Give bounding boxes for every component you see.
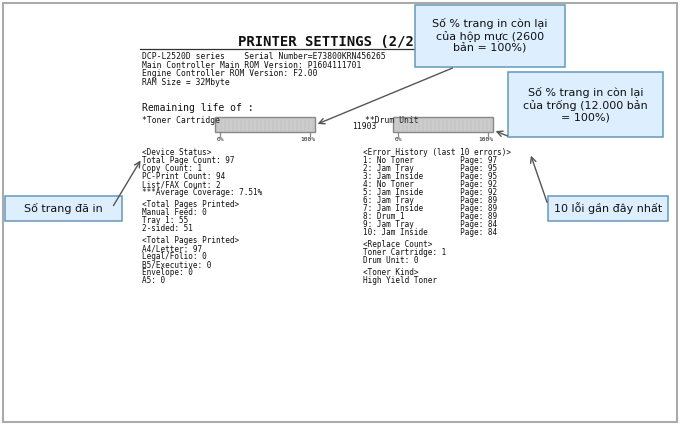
Text: 0%: 0% bbox=[395, 137, 403, 142]
Text: <Replace Count>: <Replace Count> bbox=[363, 240, 432, 249]
Text: Toner Cartridge: 1: Toner Cartridge: 1 bbox=[363, 248, 446, 257]
Text: Copy Count: 1: Copy Count: 1 bbox=[142, 164, 202, 173]
Text: Remaining life of :: Remaining life of : bbox=[142, 103, 254, 113]
Text: 10 lỗi gần đây nhất: 10 lỗi gần đây nhất bbox=[554, 203, 662, 215]
Text: ***Average Coverage: 7.51%: ***Average Coverage: 7.51% bbox=[142, 188, 262, 197]
Text: PRINTER SETTINGS (2/2): PRINTER SETTINGS (2/2) bbox=[238, 35, 422, 49]
Text: 6: Jam Tray          Page: 89: 6: Jam Tray Page: 89 bbox=[363, 196, 497, 205]
Text: <Toner Kind>: <Toner Kind> bbox=[363, 268, 418, 277]
Text: Số trang đã in: Số trang đã in bbox=[24, 203, 103, 214]
FancyBboxPatch shape bbox=[548, 196, 668, 221]
FancyBboxPatch shape bbox=[508, 72, 663, 137]
Text: 7: Jam Inside        Page: 89: 7: Jam Inside Page: 89 bbox=[363, 204, 497, 213]
Text: **Drum Unit: **Drum Unit bbox=[365, 116, 419, 125]
Text: High Yield Toner: High Yield Toner bbox=[363, 276, 437, 285]
Text: 10: Jam Inside       Page: 84: 10: Jam Inside Page: 84 bbox=[363, 228, 497, 237]
Text: Số % trang in còn lại
của trống (12.000 bản
= 100%): Số % trang in còn lại của trống (12.000 … bbox=[523, 87, 648, 122]
Text: Total Page Count: 97: Total Page Count: 97 bbox=[142, 156, 235, 165]
FancyBboxPatch shape bbox=[415, 5, 565, 67]
Text: Envelope: 0: Envelope: 0 bbox=[142, 268, 193, 277]
FancyBboxPatch shape bbox=[393, 117, 493, 132]
Text: <Error History (last 10 errors)>: <Error History (last 10 errors)> bbox=[363, 148, 511, 157]
Text: <Total Pages Printed>: <Total Pages Printed> bbox=[142, 236, 239, 245]
Text: 1: No Toner          Page: 97: 1: No Toner Page: 97 bbox=[363, 156, 497, 165]
Text: 2: Jam Tray          Page: 95: 2: Jam Tray Page: 95 bbox=[363, 164, 497, 173]
Text: <Device Status>: <Device Status> bbox=[142, 148, 211, 157]
Text: 3: Jam Inside        Page: 95: 3: Jam Inside Page: 95 bbox=[363, 172, 497, 181]
Text: Main Controller Main ROM Version: P1604111701: Main Controller Main ROM Version: P16041… bbox=[142, 60, 361, 70]
Text: 100%: 100% bbox=[478, 137, 493, 142]
Text: Engine Controller ROM Version: F2.00: Engine Controller ROM Version: F2.00 bbox=[142, 69, 318, 78]
Text: *Toner Cartridge: *Toner Cartridge bbox=[142, 116, 220, 125]
Text: 4: No Toner          Page: 92: 4: No Toner Page: 92 bbox=[363, 180, 497, 189]
Text: DCP-L2520D series    Serial Number=E73800KRN456265: DCP-L2520D series Serial Number=E73800KR… bbox=[142, 52, 386, 61]
Text: Drum Unit: 0: Drum Unit: 0 bbox=[363, 256, 418, 265]
Text: Tray 1: 55: Tray 1: 55 bbox=[142, 216, 188, 225]
Text: Số % trang in còn lại
của hộp mực (2600
bản = 100%): Số % trang in còn lại của hộp mực (2600 … bbox=[432, 18, 548, 54]
Text: A5: 0: A5: 0 bbox=[142, 276, 165, 285]
FancyBboxPatch shape bbox=[215, 117, 315, 132]
Text: 2-sided: 51: 2-sided: 51 bbox=[142, 224, 193, 233]
Text: 5: Jam Inside        Page: 92: 5: Jam Inside Page: 92 bbox=[363, 188, 497, 197]
Text: RAM Size = 32Mbyte: RAM Size = 32Mbyte bbox=[142, 77, 230, 87]
Text: B5/Executive: 0: B5/Executive: 0 bbox=[142, 260, 211, 269]
Text: 11903: 11903 bbox=[352, 122, 376, 131]
Text: Legal/Folio: 0: Legal/Folio: 0 bbox=[142, 252, 207, 261]
Text: 100%: 100% bbox=[300, 137, 315, 142]
Text: 0%: 0% bbox=[217, 137, 224, 142]
FancyBboxPatch shape bbox=[5, 196, 122, 221]
FancyBboxPatch shape bbox=[3, 3, 677, 422]
Text: PC-Print Count: 94: PC-Print Count: 94 bbox=[142, 172, 225, 181]
Text: 8: Drum 1            Page: 89: 8: Drum 1 Page: 89 bbox=[363, 212, 497, 221]
Text: <Total Pages Printed>: <Total Pages Printed> bbox=[142, 200, 239, 209]
Text: List/FAX Count: 2: List/FAX Count: 2 bbox=[142, 180, 220, 189]
Text: Manual Feed: 0: Manual Feed: 0 bbox=[142, 208, 207, 217]
Text: 9: Jam Tray          Page: 84: 9: Jam Tray Page: 84 bbox=[363, 220, 497, 229]
Text: A4/Letter: 97: A4/Letter: 97 bbox=[142, 244, 202, 253]
